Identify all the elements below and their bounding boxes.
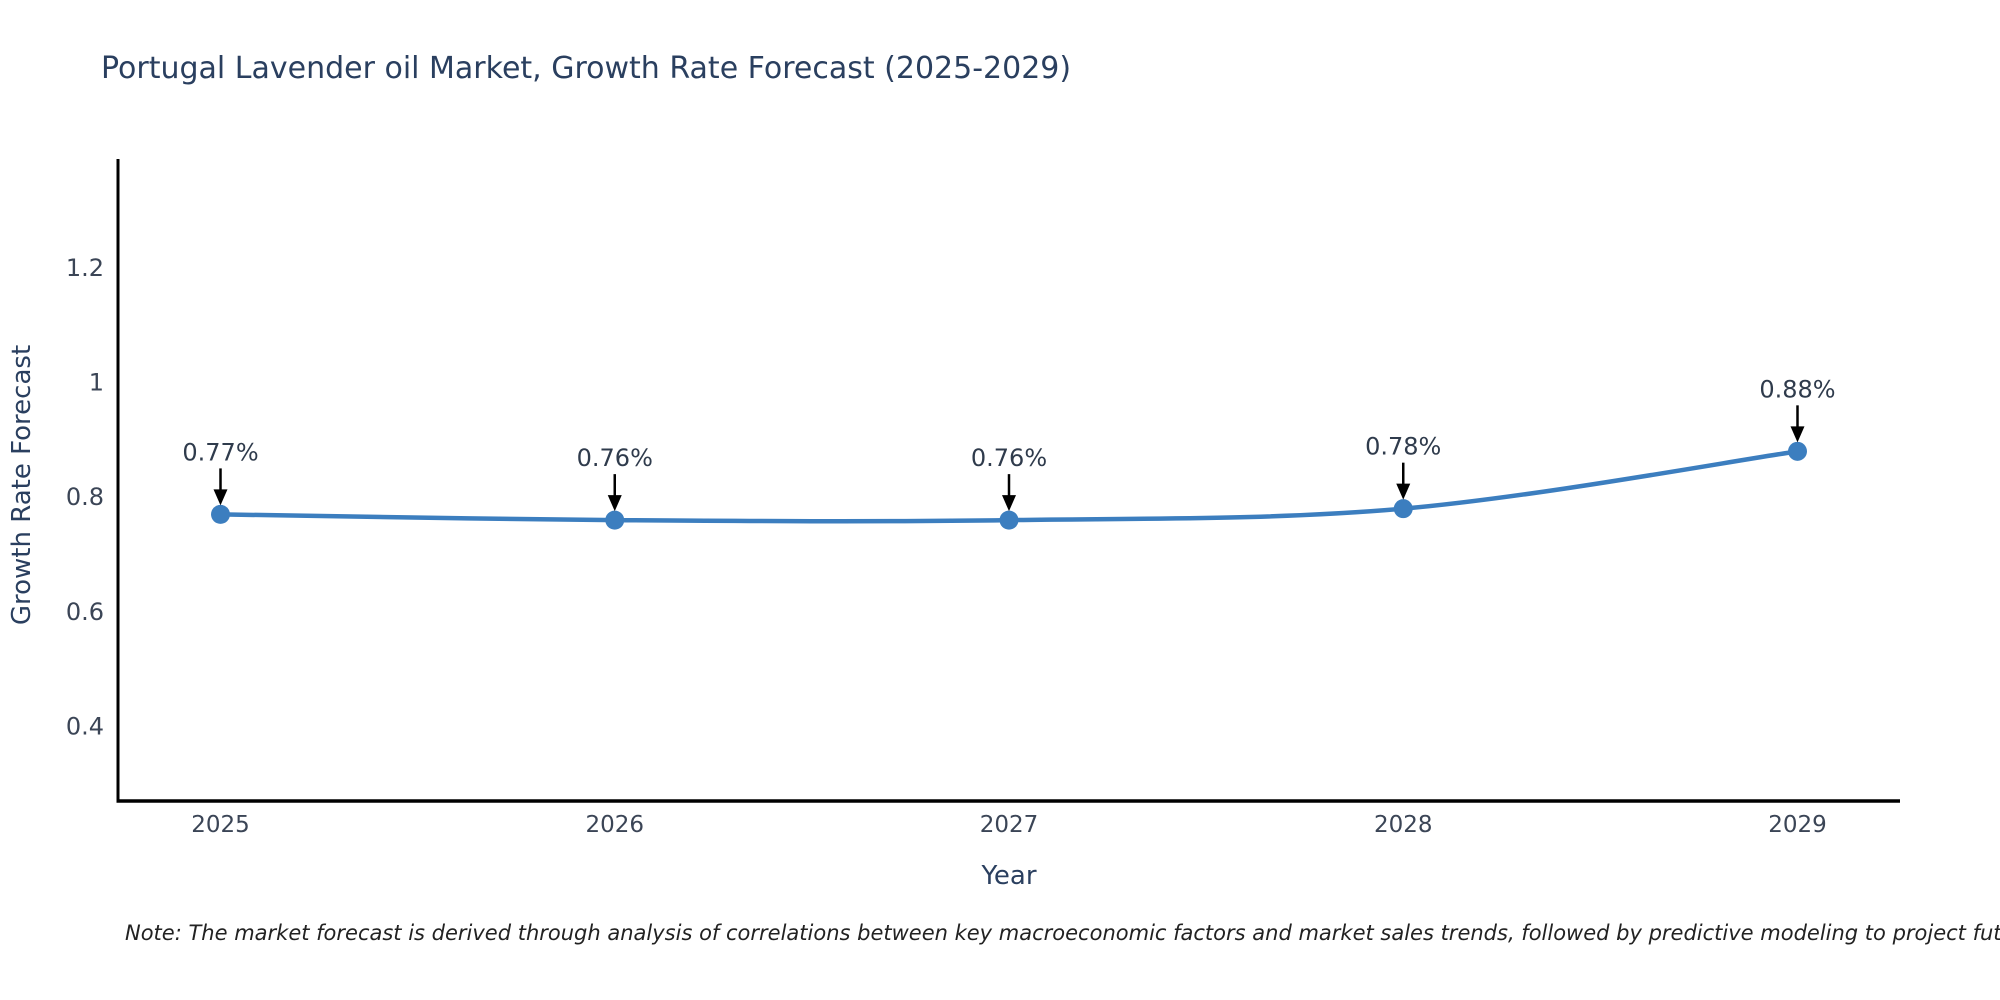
data-point-marker bbox=[1787, 441, 1807, 461]
annotation-arrowhead-icon bbox=[1396, 483, 1411, 500]
data-point-marker bbox=[999, 510, 1019, 530]
y-tick-label: 0.4 bbox=[66, 712, 104, 740]
chart-title: Portugal Lavender oil Market, Growth Rat… bbox=[101, 51, 1071, 86]
data-point-label: 0.88% bbox=[1759, 375, 1835, 403]
annotation-arrowhead-icon bbox=[1790, 426, 1805, 443]
x-tick-label: 2025 bbox=[191, 812, 250, 838]
x-tick-label: 2029 bbox=[1768, 812, 1827, 838]
data-point-label: 0.76% bbox=[971, 444, 1047, 472]
x-tick-label: 2027 bbox=[980, 812, 1039, 838]
x-tick-label: 2026 bbox=[585, 812, 644, 838]
x-axis-title: Year bbox=[980, 861, 1036, 891]
y-axis-title: Growth Rate Forecast bbox=[7, 345, 37, 625]
y-tick-label: 1 bbox=[89, 369, 104, 397]
annotation-arrowhead-icon bbox=[607, 495, 622, 512]
plot-area: 0.4 0.6 0.8 1 1.2 2025 2026 2027 2028 2029 0.77% 0.… bbox=[66, 159, 1900, 838]
y-tick-label: 0.6 bbox=[66, 598, 104, 626]
data-point-label: 0.77% bbox=[182, 438, 258, 466]
data-point-marker bbox=[1393, 499, 1413, 519]
data-point-marker bbox=[211, 504, 231, 524]
annotation-arrowhead-icon bbox=[213, 489, 228, 506]
annotation-arrowhead-icon bbox=[1002, 495, 1016, 512]
data-point-label: 0.78% bbox=[1365, 433, 1441, 461]
footnote: Note: The market forecast is derived thr… bbox=[125, 921, 2000, 945]
data-point-marker bbox=[605, 510, 625, 530]
data-point-label: 0.76% bbox=[577, 444, 653, 472]
y-tick-label: 1.2 bbox=[66, 254, 104, 282]
y-tick-label: 0.8 bbox=[66, 483, 104, 511]
x-tick-label: 2028 bbox=[1374, 812, 1433, 838]
